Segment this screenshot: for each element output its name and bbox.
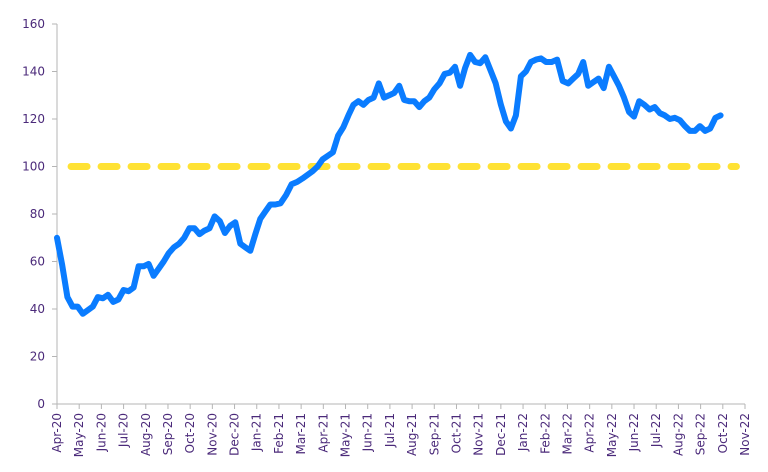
x-tick-label: Dec-21	[494, 413, 508, 456]
x-tick-label: Jun-21	[361, 413, 375, 452]
x-tick-label: Oct-22	[716, 413, 730, 453]
x-tick-label: May-21	[339, 413, 353, 457]
y-tick-label: 140	[22, 65, 45, 79]
y-tick-label: 60	[30, 255, 45, 269]
x-tick-label: Oct-21	[449, 413, 463, 453]
y-tick-label: 40	[30, 302, 45, 316]
x-tick-label: Jul-22	[649, 413, 663, 448]
y-tick-label: 20	[30, 350, 45, 364]
series-line	[54, 51, 724, 317]
x-tick-label: Apr-21	[316, 413, 330, 453]
x-tick-label: Apr-22	[583, 413, 597, 453]
y-tick-label: 0	[37, 397, 45, 411]
x-tick-label: Feb-21	[272, 413, 286, 454]
x-tick-label: Feb-22	[538, 413, 552, 454]
x-tick-label: Nov-22	[738, 413, 752, 456]
series-group	[54, 51, 724, 317]
x-tick-label: Jan-21	[250, 413, 264, 452]
x-tick-label: Sep-22	[694, 413, 708, 455]
x-tick-label: Sep-20	[161, 413, 175, 455]
x-tick-label: Nov-20	[205, 413, 219, 456]
y-axis: 0 20 40 60 80 100 120 140 160	[22, 17, 58, 411]
x-tick-label: Jul-20	[117, 413, 131, 448]
x-tick-label: Aug-20	[139, 413, 153, 456]
x-axis: Apr-20 May-20 Jun-20 Jul-20 Aug-20 Sep-20 Oct-…	[50, 403, 752, 457]
x-tick-label: Apr-20	[50, 413, 64, 453]
x-tick-label: Nov-21	[472, 413, 486, 456]
x-tick-label: May-22	[605, 413, 619, 457]
x-tick-label: Oct-20	[183, 413, 197, 453]
x-tick-label: Jun-20	[94, 413, 108, 452]
x-tick-label: Mar-22	[560, 413, 574, 454]
y-tick-label: 120	[22, 112, 45, 126]
x-tick-label: Mar-21	[294, 413, 308, 454]
x-tick-label: Jun-22	[627, 413, 641, 452]
x-tick-label: Dec-20	[228, 413, 242, 456]
x-tick-label: Aug-22	[671, 413, 685, 456]
y-tick-label: 100	[22, 160, 45, 174]
x-tick-label: Jul-21	[383, 413, 397, 448]
x-tick-label: Sep-21	[427, 413, 441, 455]
y-tick-label: 160	[22, 17, 45, 31]
y-tick-label: 80	[30, 207, 45, 221]
x-tick-label: Aug-21	[405, 413, 419, 456]
x-tick-label: May-20	[72, 413, 86, 457]
x-tick-label: Jan-22	[516, 413, 530, 452]
